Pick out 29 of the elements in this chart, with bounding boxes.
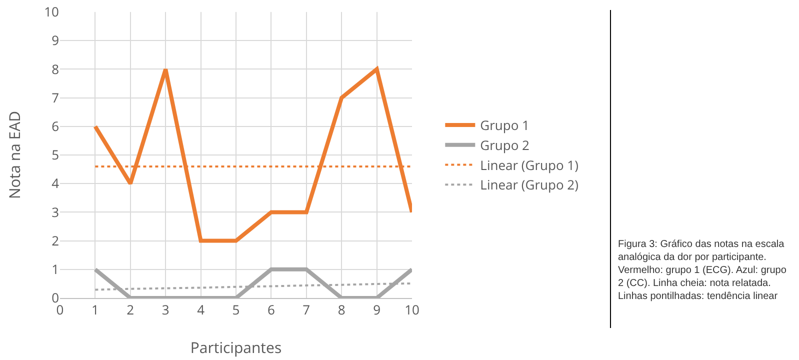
legend-label: Linear (Grupo 2) (480, 176, 579, 194)
y-tick-label: 7 (52, 88, 59, 106)
y-tick-label: 6 (52, 116, 59, 135)
x-tick-label: 2 (126, 300, 134, 319)
x-tick-label: 10 (404, 300, 420, 319)
line-series (93, 67, 412, 243)
y-tick-label: 0 (52, 288, 59, 307)
text: Figura 3: Gráfico das notas na escala analógica da dor por participante. Vermelho: grupo 1 (ECG). Azul: grupo 2 (CC). Linha cheia: nota relatada. Linhas pontilhadas: tendência linear (618, 238, 788, 303)
y-tick-label: 4 (52, 174, 60, 192)
x-tick-label: 8 (338, 300, 346, 319)
x-tick-label: 9 (373, 300, 381, 319)
x-tick-label: 7 (302, 300, 310, 319)
x-tick-label: 6 (267, 300, 275, 319)
legend-label: Linear (Grupo 1) (480, 156, 579, 174)
y-tick-label: 10 (44, 2, 59, 21)
y-tick-label: 1 (52, 260, 59, 278)
legend-label: Grupo 1 (480, 116, 530, 134)
x-tick-label: 1 (91, 300, 99, 319)
x-tick-label: 3 (162, 300, 170, 319)
y-tick-label: 3 (52, 202, 59, 221)
x-axis-title: Participantes (190, 338, 282, 358)
legend-label: Grupo 2 (480, 136, 530, 154)
x-tick-label: 4 (197, 300, 206, 319)
y-tick-label: 8 (52, 60, 59, 78)
x-tick-label: 5 (232, 300, 240, 319)
y-tick-label: 9 (52, 31, 59, 50)
y-axis-title: Nota na EAD (5, 110, 25, 200)
y-tick-label: 5 (52, 146, 59, 164)
y-tick-label: 2 (52, 231, 59, 250)
